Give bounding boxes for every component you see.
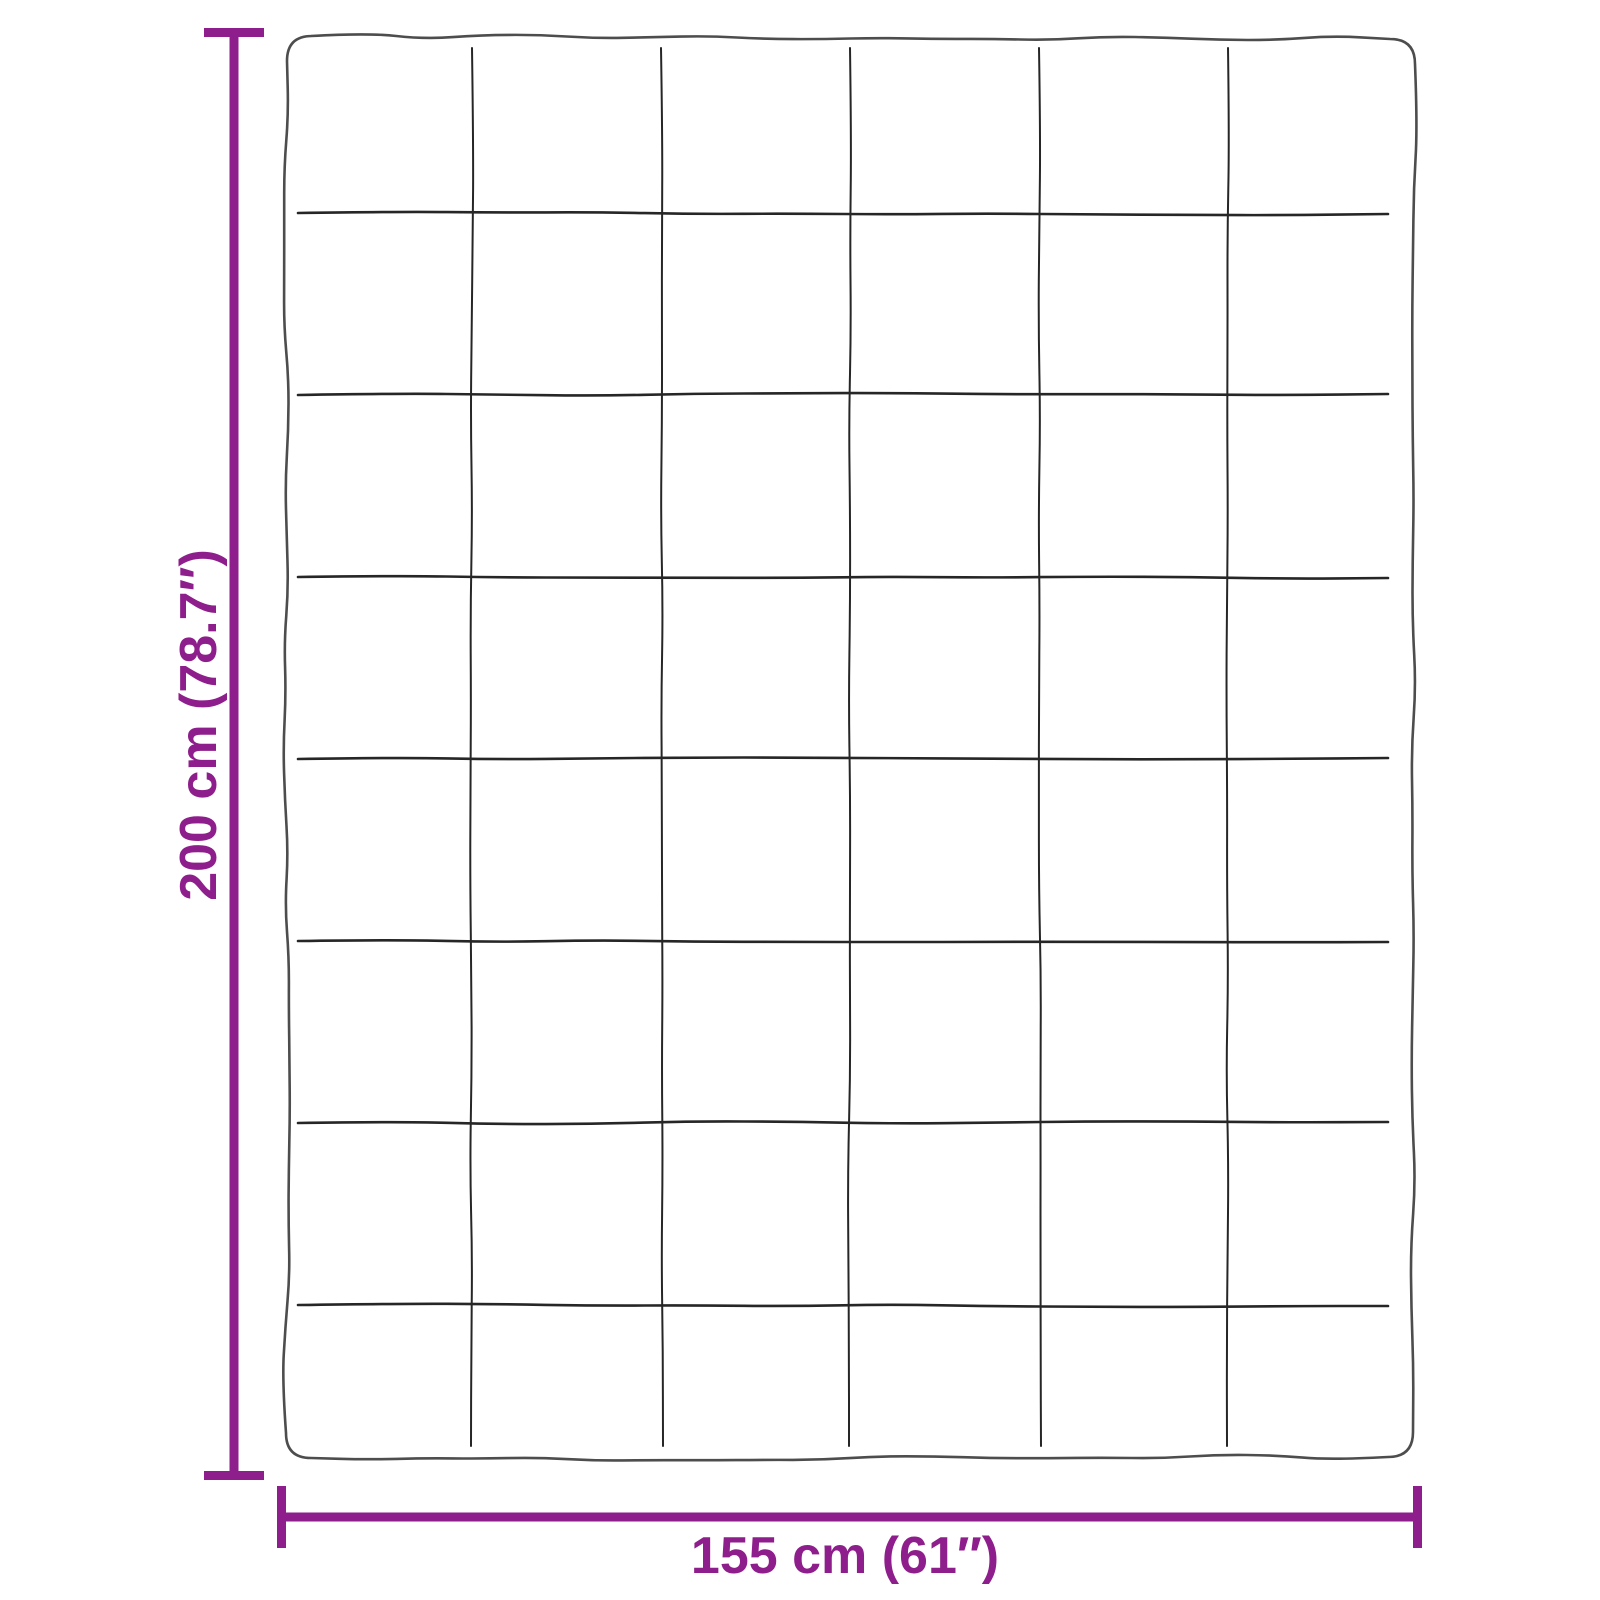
height-dimension-top-cap — [204, 28, 264, 37]
width-dimension-label: 155 cm (61″) — [690, 1527, 1000, 1585]
width-dimension-line — [277, 1486, 1422, 1548]
height-dimension-bottom-cap — [204, 1471, 264, 1480]
width-dimension-bar — [277, 1512, 1422, 1522]
height-dimension-label: 200 cm (78.7″) — [170, 549, 228, 901]
width-dimension-left-cap — [277, 1486, 286, 1548]
quilt-grid-lines — [296, 47, 1390, 1447]
height-dimension-line — [204, 28, 264, 1480]
width-dimension-right-cap — [1413, 1486, 1422, 1548]
height-dimension-bar — [229, 28, 239, 1480]
